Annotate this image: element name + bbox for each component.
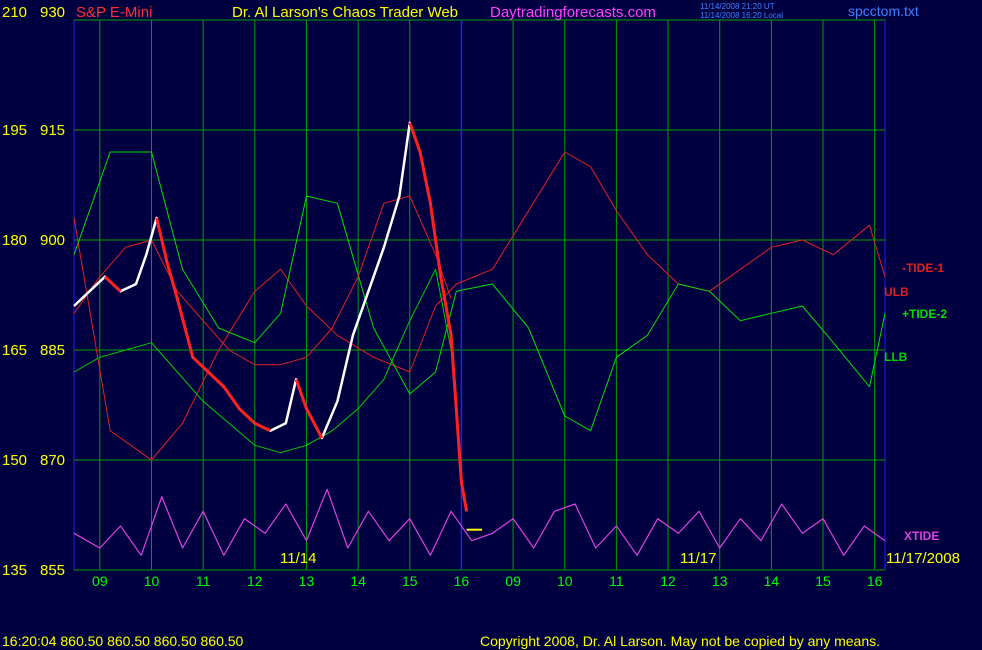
- symbol-label: S&P E-Mini: [76, 4, 152, 21]
- series-line-ulb: [73, 195, 452, 366]
- y-right-tick: 855: [40, 562, 65, 579]
- chart-title: Dr. Al Larson's Chaos Trader Web: [232, 4, 458, 21]
- series-line-tide-1: [73, 151, 886, 461]
- x-tick: 13: [712, 573, 728, 589]
- plot-frame: [73, 19, 886, 571]
- price-down-segment: [222, 385, 241, 410]
- copyright: Copyright 2008, Dr. Al Larson. May not b…: [480, 633, 880, 649]
- price-down-segment: [454, 408, 463, 483]
- y-right-tick: 900: [40, 232, 65, 249]
- x-tick: 09: [92, 573, 108, 589]
- price-down-segment: [191, 356, 210, 374]
- x-tick: 15: [402, 573, 418, 589]
- price-down-segment: [305, 407, 324, 439]
- price-down-segment: [449, 335, 458, 409]
- y-left-tick: 135: [2, 562, 27, 579]
- file-name: spcctom.txt: [848, 3, 919, 19]
- x-tick: 16: [454, 573, 470, 589]
- price-down-segment: [207, 370, 225, 388]
- price-down-segment: [254, 421, 271, 433]
- x-tick: 10: [144, 573, 160, 589]
- price-down-segment: [428, 203, 443, 277]
- date-label-2: 11/17: [680, 550, 716, 567]
- time-ut: 11/14/2008 21:20 UT: [700, 2, 775, 11]
- time-local: 11/14/2008 16:20 Local: [700, 11, 783, 20]
- x-tick: 14: [764, 573, 780, 589]
- grid: 195 915 180 900 165 885 150 870 135 855 09 10 11 12 13…: [2, 19, 886, 589]
- y-right-tick: 885: [40, 342, 65, 359]
- xtide-label: XTIDE: [904, 529, 939, 543]
- x-tick: 16: [867, 573, 883, 589]
- price-down-segment: [408, 122, 422, 153]
- x-tick: 12: [247, 573, 263, 589]
- price-down-segment: [459, 481, 469, 512]
- y-right-tick: 870: [40, 452, 65, 469]
- x-tick: 12: [660, 573, 676, 589]
- y-left-tick: 165: [2, 342, 27, 359]
- price-down-segment: [439, 276, 453, 336]
- quote-line: 16:20:04 860.50 860.50 860.50 860.50: [2, 633, 244, 649]
- series-line-price: [73, 121, 468, 512]
- x-tick: 11: [196, 573, 211, 589]
- y-left-tick: 180: [2, 232, 27, 249]
- y-right-top-label: 930: [40, 4, 65, 21]
- x-tick: 11: [609, 573, 624, 589]
- price-down-segment: [418, 151, 432, 204]
- price-down-segment: [175, 298, 195, 358]
- x-tick: 09: [505, 573, 521, 589]
- tide-plus-2-label: +TIDE-2: [902, 307, 947, 321]
- price-down-segment: [294, 378, 308, 410]
- x-tick: 15: [815, 573, 831, 589]
- y-left-top-label: 210: [2, 4, 27, 21]
- llb-label: LLB: [884, 350, 908, 364]
- price-down-segment: [155, 217, 169, 263]
- x-tick: 14: [350, 573, 366, 589]
- ulb-label: ULB: [884, 285, 909, 299]
- date-label-3: 11/17/2008: [886, 550, 960, 567]
- price-down-segment: [238, 407, 256, 425]
- series-line-xtide: [73, 488, 886, 556]
- y-left-tick: 195: [2, 122, 27, 139]
- price-down-segment: [103, 275, 122, 293]
- series-line-tide-2: [73, 151, 886, 432]
- tide-minus-1-label: -TIDE-1: [902, 261, 944, 275]
- site-link[interactable]: Daytradingforecasts.com: [490, 4, 656, 21]
- price-down-segment: [165, 261, 179, 300]
- date-label-1: 11/14: [280, 550, 316, 567]
- series-layer: [73, 121, 886, 556]
- x-tick: 13: [299, 573, 315, 589]
- y-left-tick: 150: [2, 452, 27, 469]
- y-right-tick: 915: [40, 122, 65, 139]
- x-tick: 10: [557, 573, 573, 589]
- series-line-llb: [73, 268, 452, 454]
